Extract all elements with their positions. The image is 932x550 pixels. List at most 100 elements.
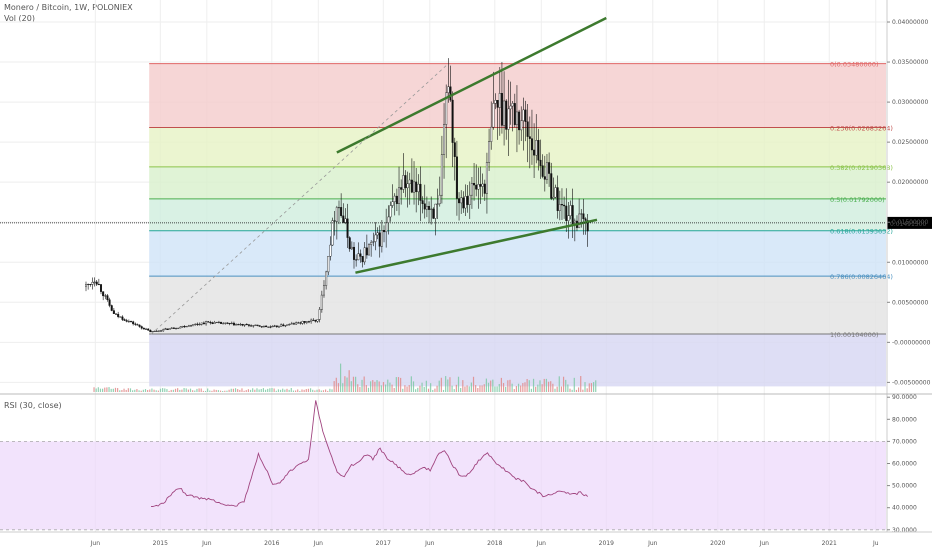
volume-bar [282,388,284,392]
candle-body [228,323,231,325]
candle-body [513,103,516,125]
time-axis-tick-label: 2018 [487,540,502,547]
volume-bar [374,381,376,392]
volume-bar [279,389,282,392]
candle-body [346,218,349,238]
candle-body [237,324,240,326]
volume-bar [385,384,387,392]
candle-body [528,136,531,139]
volume-bar [249,389,252,392]
volume-bar [370,381,372,392]
candle-body [385,222,388,233]
candle-body [578,213,581,228]
current-price-tag [887,216,932,229]
volume-bar [288,389,290,392]
volume-bar [468,386,470,392]
volume-bar [114,387,117,392]
volume-bar [451,385,453,392]
candle-body [563,204,566,207]
candle-body [535,140,538,156]
volume-bar [117,388,119,392]
candle-body [230,322,233,324]
time-axis-tick-label: Jun [90,540,101,547]
candle-body [380,230,383,247]
candle-body [183,326,186,328]
volume-bar [586,388,588,392]
candle-body [582,213,585,220]
volume-bar [224,390,226,392]
volume-bar [430,383,432,392]
candle-body [168,328,171,330]
volume-bar [545,378,548,392]
volume-bar [361,379,363,392]
candle-body [477,184,480,190]
volume-bar [183,388,185,392]
candle-body [541,165,544,177]
rsi-line [150,400,589,508]
volume-bar [297,389,299,392]
candle-body [556,187,559,211]
volume-bar [106,387,108,392]
candle-body [269,326,272,328]
fib-level-label: 0.5(0.01792000) [830,196,885,204]
time-axis-tick-label: Jun [536,540,547,547]
volume-bar [320,390,322,392]
candle-body [136,324,139,326]
volume-bar [155,390,157,392]
volume-bar [515,386,518,392]
candle-body [198,324,201,326]
volume-bar [97,387,99,392]
volume-bar [541,384,543,392]
volume-bar [562,376,565,392]
volume-bar [577,387,580,392]
volume-bar [127,388,129,392]
volume-bar [539,380,541,392]
candle-body [342,215,345,223]
candle-body [350,246,353,250]
volume-bar [215,389,217,392]
fib-level-label: 1(0.00104000) [830,331,879,339]
volume-bar [494,386,496,392]
volume-bar [393,388,395,392]
candle-body [365,247,368,256]
candle-body [355,259,358,261]
candle-body [170,327,173,329]
price-axis-tick-label: -0.00000000 [892,339,931,346]
volume-bar [359,387,361,392]
time-axis-tick-label: Jun [759,540,770,547]
volume-bar [592,382,595,392]
candle-body [84,284,87,287]
volume-bar [380,385,382,392]
candle-body [415,181,418,193]
candle-body [363,247,366,263]
volume-bar [202,390,204,392]
candle-body [421,200,424,204]
candle-body [473,183,476,186]
volume-bar [247,389,250,392]
volume-bar [569,388,571,392]
volume-bar [108,387,110,392]
volume-bar [333,381,335,392]
fib-band [149,166,886,199]
candle-body [545,162,548,180]
rsi-axis-tick-label: 50.0000 [892,483,917,490]
price-axis-tick-label: 0.01500000 [892,219,928,226]
candle-body [213,322,216,324]
volume-bar [378,381,380,392]
volume-bar [318,389,320,392]
candle-body [417,183,420,193]
price-axis-tick-label: 0.00500000 [892,299,928,306]
candle-body [447,86,450,94]
volume-bar [389,382,391,392]
candle-body [280,324,283,327]
volume-bar [455,384,457,392]
volume-bar [502,383,505,392]
candle-body [430,208,433,210]
fib-band [149,334,886,387]
candle-body [331,220,334,246]
candle-body [282,324,285,327]
fib-anchor-dashed-line [150,63,449,335]
volume-bar [507,380,509,392]
time-axis-tick-label: 2017 [376,540,391,547]
